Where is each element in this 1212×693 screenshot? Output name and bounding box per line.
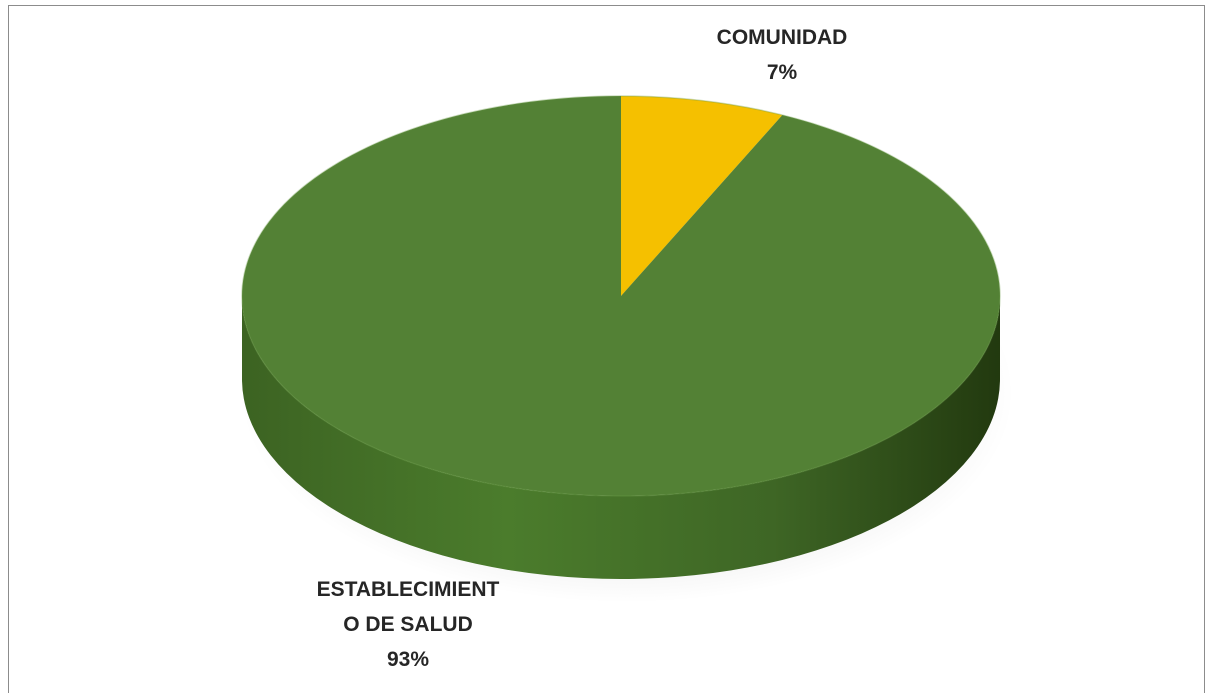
category-label: O DE SALUD — [343, 613, 473, 636]
category-label: ESTABLECIMIENT — [317, 578, 500, 601]
pie-slice-comunidad — [621, 96, 783, 296]
label-establecimiento-de-salud: ESTABLECIMIENT O DE SALUD 93% — [317, 578, 500, 671]
value-label: 93% — [387, 648, 429, 671]
pie-slice-establecimiento-de-salud — [241, 96, 1000, 496]
category-label: COMUNIDAD — [717, 26, 848, 49]
pie-top-rim — [241, 95, 1001, 497]
pie-side-wall — [242, 296, 1000, 579]
value-label: 7% — [767, 61, 798, 84]
label-comunidad: COMUNIDAD 7% — [717, 26, 848, 84]
